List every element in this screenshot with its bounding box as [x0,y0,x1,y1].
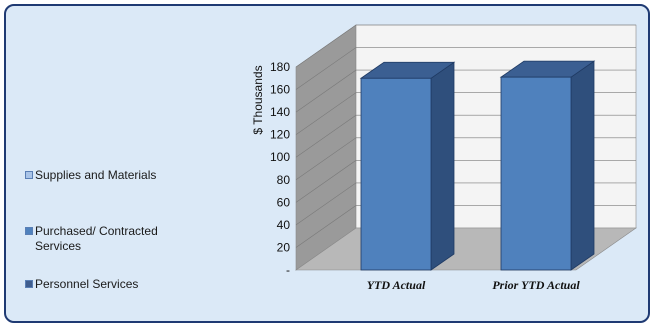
legend-label-purchased: Purchased/ Contracted Services [35,224,158,253]
y-axis-ticks: - 20 40 60 80 100 120 140 160 180 [270,60,290,277]
bar-front [500,76,572,271]
bar-1-1 [499,60,596,271]
y-axis-label: $ Thousands [251,65,265,134]
y-tick-label: 80 [277,173,291,187]
legend-label-supplies: Supplies and Materials [35,168,157,182]
y-tick-label: 60 [277,195,291,209]
gridline-160 [295,47,636,90]
y-tick-label: 40 [277,218,291,232]
side-wall [295,24,357,271]
chart-bars [359,60,596,271]
y-tick-label: 100 [270,150,290,164]
y-tick-label: 160 [270,83,290,97]
x-category-label: Prior YTD Actual [492,278,580,292]
bar-0-1 [359,61,456,271]
bar-side [430,61,455,271]
y-tick-label: 20 [277,240,291,254]
y-tick-label: 120 [270,128,290,142]
legend-swatch-purchased [25,227,33,235]
gridline-180 [295,24,636,68]
x-category-label: YTD Actual [367,278,426,292]
legend-label-personnel: Personnel Services [35,277,139,291]
y-tick-label: 140 [270,105,290,119]
legend-swatch-personnel [25,280,33,288]
y-tick-label: 180 [270,60,290,74]
x-axis-categories: YTD Actual Prior YTD Actual [367,278,581,292]
y-tick-label: - [286,263,290,277]
bar-front [360,77,432,271]
legend-swatch-supplies [25,171,33,179]
bar-side [570,60,595,271]
